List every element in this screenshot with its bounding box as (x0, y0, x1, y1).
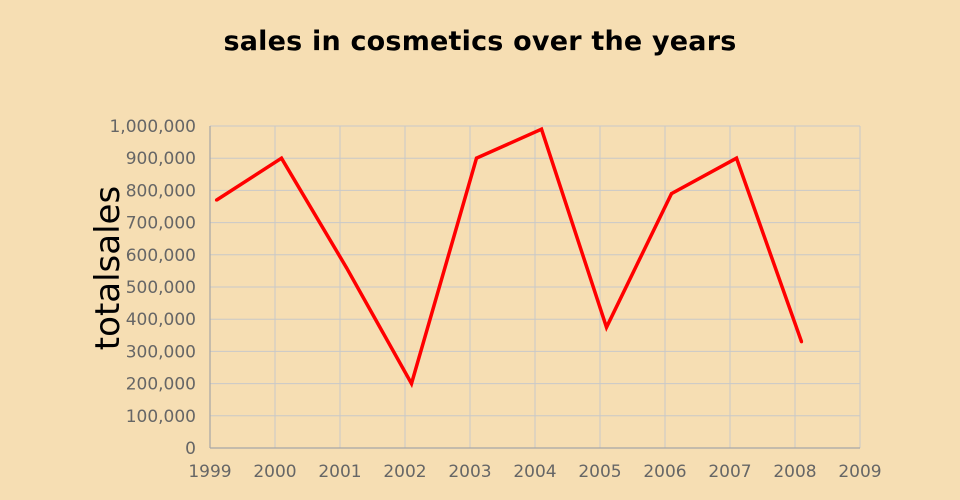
series-line (215, 126, 804, 389)
data-point (409, 382, 414, 386)
x-tick-label: 2008 (773, 462, 816, 482)
x-tick-label: 2005 (578, 462, 621, 482)
y-tick-label: 700,000 (126, 214, 196, 234)
x-tick-label: 2009 (838, 462, 881, 482)
gridlines (209, 125, 861, 449)
x-tick-label: 2001 (318, 462, 361, 482)
y-tick-labels: 0 100,000 200,000 300,000 400,000 500,000 600,… (109, 117, 196, 459)
x-tick-label: 2004 (513, 462, 556, 482)
y-tick-label: 500,000 (126, 278, 196, 298)
x-tick-label: 2002 (383, 462, 426, 482)
y-tick-label: 800,000 (126, 181, 196, 201)
data-point (214, 198, 219, 202)
series-layer (214, 126, 804, 389)
data-point (604, 325, 609, 329)
y-tick-label: 0 (185, 439, 196, 459)
x-tick-label: 2003 (448, 462, 491, 482)
y-tick-label: 300,000 (126, 342, 196, 362)
y-tick-label: 600,000 (126, 246, 196, 266)
axes (209, 126, 860, 449)
x-tick-label: 1999 (188, 462, 231, 482)
y-tick-label: 1,000,000 (109, 117, 196, 137)
y-tick-label: 100,000 (126, 407, 196, 427)
y-tick-label: 200,000 (126, 375, 196, 395)
data-point (734, 156, 739, 160)
x-tick-label: 2000 (253, 462, 296, 482)
x-tick-labels: 1999 2000 2001 2002 2003 2004 2005 2006 2007 2008… (188, 462, 881, 482)
data-point (344, 266, 349, 270)
y-tick-label: 900,000 (126, 149, 196, 169)
chart-title: sales in cosmetics over the years (223, 26, 737, 57)
x-tick-label: 2007 (708, 462, 751, 482)
y-tick-label: 400,000 (126, 310, 196, 330)
data-point (799, 340, 804, 344)
data-point (539, 127, 544, 131)
x-tick-label: 2006 (643, 462, 686, 482)
data-point (474, 156, 479, 160)
data-point (279, 156, 284, 160)
data-point (669, 192, 674, 196)
